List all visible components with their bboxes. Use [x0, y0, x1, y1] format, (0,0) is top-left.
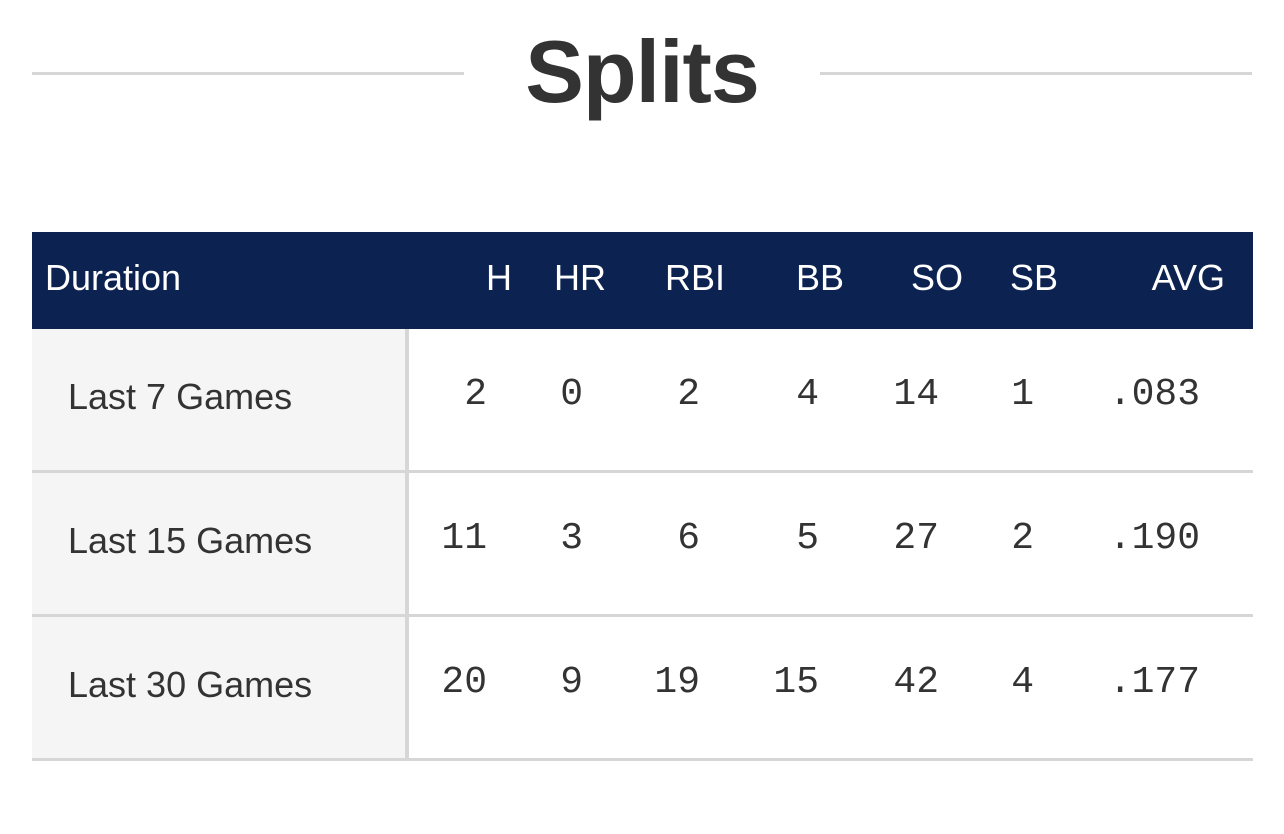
cell-h: 11 — [441, 517, 487, 560]
row-label-cell: Last 30 Games — [32, 617, 409, 758]
cell-avg: .177 — [1108, 661, 1200, 704]
cell-h: 2 — [464, 373, 487, 416]
cell-sb: 1 — [1011, 373, 1034, 416]
cell-avg: .083 — [1108, 373, 1200, 416]
column-header-bb: BB — [795, 257, 844, 298]
cell-hr: 0 — [560, 373, 583, 416]
cell-bb: 5 — [796, 517, 819, 560]
cell-bb: 4 — [796, 373, 819, 416]
cell-so: 42 — [893, 661, 939, 704]
column-header-avg: AVG — [1151, 257, 1225, 298]
row-duration: Last 7 Games — [68, 376, 293, 417]
cell-so: 27 — [893, 517, 939, 560]
table-row: Last 15 Games 11 3 6 5 27 2 .190 — [32, 473, 1253, 617]
row-duration: Last 15 Games — [68, 520, 313, 561]
title-rule-left — [32, 72, 464, 75]
cell-avg: .190 — [1108, 517, 1200, 560]
table-row: Last 30 Games 20 9 19 15 42 4 .177 — [32, 617, 1253, 761]
section-title: Splits — [525, 22, 760, 121]
cell-rbi: 6 — [677, 517, 700, 560]
row-label-cell: Last 7 Games — [32, 329, 409, 470]
column-header-duration: Duration — [45, 257, 182, 298]
column-header-h: H — [486, 257, 512, 298]
cell-rbi: 19 — [654, 661, 700, 704]
cell-sb: 4 — [1011, 661, 1034, 704]
title-rule-right — [820, 72, 1252, 75]
table-header: Duration H HR RBI BB SO SB AVG — [32, 232, 1253, 329]
cell-so: 14 — [893, 373, 939, 416]
cell-h: 20 — [441, 661, 487, 704]
row-label-cell: Last 15 Games — [32, 473, 409, 614]
column-header-hr: HR — [554, 257, 606, 298]
cell-bb: 15 — [773, 661, 819, 704]
column-header-sb: SB — [1009, 257, 1058, 298]
splits-table: Duration H HR RBI BB SO SB AVG Last 7 Ga… — [32, 232, 1253, 761]
cell-rbi: 2 — [677, 373, 700, 416]
column-header-rbi: RBI — [664, 257, 725, 298]
column-header-so: SO — [910, 257, 963, 298]
cell-hr: 3 — [560, 517, 583, 560]
cell-hr: 9 — [560, 661, 583, 704]
table-row: Last 7 Games 2 0 2 4 14 1 .083 — [32, 329, 1253, 473]
cell-sb: 2 — [1011, 517, 1034, 560]
row-duration: Last 30 Games — [68, 664, 313, 705]
